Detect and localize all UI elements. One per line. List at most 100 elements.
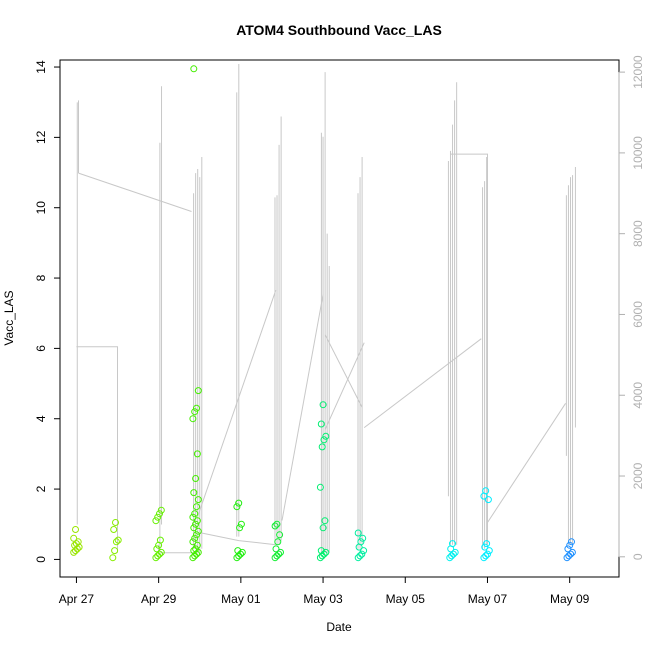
x-axis: Apr 27 Apr 29 May 01 May 03 May 05 May 07 May …	[59, 576, 590, 606]
data-point-1-2	[112, 538, 120, 546]
data-point-3-17	[194, 496, 202, 504]
chart-title: ATOM4 Southbound Vacc_LAS	[236, 22, 442, 38]
data-point-2-4	[153, 545, 161, 553]
x-axis-label: Date	[326, 620, 352, 634]
data-point-3-23	[193, 404, 200, 412]
data-point-3-21	[189, 415, 197, 423]
data-point-0-8	[72, 526, 79, 533]
data-point-7-7	[354, 529, 362, 537]
data-point-3-20	[193, 450, 201, 458]
data-point-7-5	[357, 538, 365, 546]
y2-tick-label-5: 10000	[631, 136, 645, 170]
right-axis-series	[76, 64, 576, 554]
data-point-1-3	[114, 536, 122, 544]
y2-connector-10	[487, 403, 567, 523]
data-point-2-9	[156, 510, 163, 518]
point-layer	[70, 65, 576, 562]
data-point-2-0	[152, 554, 160, 562]
data-point-9-2	[484, 550, 491, 558]
y2-connector-4	[199, 532, 276, 546]
x-tick-label-0: Apr 27	[59, 592, 95, 606]
data-point-2-7	[152, 517, 160, 525]
data-point-4-7	[233, 503, 241, 511]
x-tick-label-6: May 09	[550, 592, 590, 606]
y-tick-label-4: 8	[34, 274, 48, 281]
data-point-5-3	[277, 548, 284, 556]
data-point-8-0	[446, 554, 454, 562]
y2-connector-9	[450, 153, 488, 545]
y2-tick-label-2: 4000	[631, 382, 645, 409]
data-point-7-2	[358, 550, 366, 558]
data-point-9-5	[483, 540, 491, 548]
x-tick-label-2: May 01	[221, 592, 261, 606]
data-point-4-0	[233, 554, 241, 562]
y-tick-label-3: 6	[34, 345, 48, 352]
data-point-1-5	[112, 519, 119, 526]
data-point-5-5	[274, 538, 282, 546]
data-point-3-19	[192, 475, 200, 482]
data-point-6-7	[316, 483, 324, 491]
data-point-9-8	[482, 487, 490, 495]
data-point-7-3	[360, 547, 368, 555]
data-point-3-11	[190, 524, 198, 532]
data-point-0-1	[72, 547, 79, 555]
data-point-3-14	[189, 513, 197, 521]
data-point-2-1	[154, 552, 162, 560]
data-point-9-0	[480, 554, 488, 562]
y2-tick-label-1: 2000	[631, 462, 645, 489]
x-tick-label-1: Apr 29	[141, 592, 177, 606]
data-point-6-1	[318, 552, 326, 560]
y2-connector-5	[281, 294, 324, 521]
data-point-2-6	[156, 536, 164, 544]
data-point-6-12	[319, 401, 327, 409]
y2-connector-3	[197, 290, 277, 517]
y2-tick-label-4: 8000	[631, 220, 645, 247]
x-tick-label-3: May 03	[303, 592, 343, 606]
data-point-3-22	[191, 408, 199, 416]
data-point-6-10	[322, 432, 330, 440]
data-point-10-1	[565, 552, 573, 560]
data-point-5-7	[271, 522, 279, 530]
data-point-6-11	[317, 420, 325, 428]
data-point-10-6	[568, 538, 575, 546]
data-point-3-15	[191, 510, 199, 518]
data-point-4-3	[238, 548, 246, 556]
data-point-5-6	[276, 531, 284, 539]
y-tick-label-7: 14	[34, 60, 48, 74]
data-point-5-1	[273, 552, 281, 560]
y2-tick-label-3: 6000	[631, 301, 645, 328]
data-point-3-24	[194, 387, 202, 395]
data-point-3-13	[193, 517, 201, 525]
x-tick-label-4: May 05	[386, 592, 426, 606]
data-point-5-4	[272, 545, 280, 553]
data-point-10-5	[566, 541, 574, 549]
y2-connector-8	[363, 338, 482, 428]
data-point-3-7	[189, 538, 197, 546]
data-point-4-4	[234, 547, 242, 555]
data-point-2-3	[157, 548, 165, 556]
data-point-3-16	[193, 503, 200, 511]
data-point-10-3	[568, 548, 576, 556]
data-point-3-9	[193, 531, 200, 539]
data-point-0-4	[71, 541, 79, 549]
data-point-7-1	[356, 552, 364, 560]
data-point-6-9	[320, 436, 328, 444]
data-point-3-6	[193, 541, 201, 549]
data-point-6-4	[317, 547, 325, 555]
y2-connector-1	[78, 172, 192, 212]
y2-axis: 0 2000 4000 6000 8000 10000 12000	[618, 55, 645, 560]
y-tick-label-6: 12	[34, 130, 48, 144]
data-point-8-3	[451, 548, 459, 556]
data-point-3-1	[191, 552, 199, 560]
data-point-1-0	[109, 554, 117, 562]
data-point-4-1	[235, 552, 243, 560]
data-point-10-4	[564, 545, 572, 553]
y2-connector-6	[324, 334, 363, 408]
y2-connector-0	[76, 346, 118, 553]
data-point-5-8	[273, 520, 281, 528]
data-point-2-8	[154, 513, 162, 521]
y-tick-label-1: 2	[34, 485, 48, 492]
y-tick-label-5: 10	[34, 201, 48, 215]
